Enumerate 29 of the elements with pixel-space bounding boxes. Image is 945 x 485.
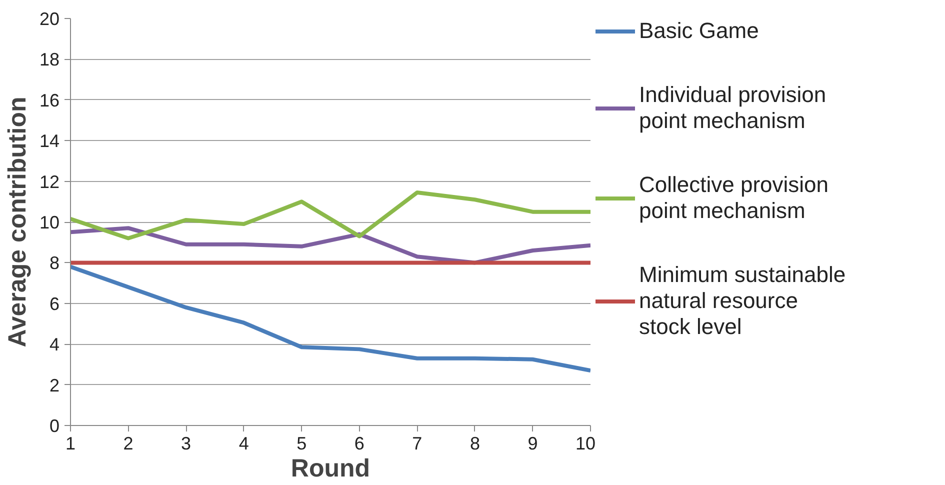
legend-label: Minimum sustainable natural resource stock level (639, 262, 846, 340)
x-tick-label: 4 (238, 434, 249, 454)
y-tick-label: 0 (49, 416, 60, 436)
x-tick-label: 6 (354, 434, 364, 454)
x-tick-label: 1 (65, 434, 76, 454)
legend-label: Basic Game (639, 18, 759, 44)
line-series (70, 190, 590, 240)
y-axis-title: Average contribution (3, 96, 32, 348)
y-tick-label: 12 (39, 172, 60, 192)
legend-label: Individual provision point mechanism (639, 82, 826, 134)
x-axis-title: Round (290, 454, 370, 482)
y-tick-label: 4 (49, 334, 60, 355)
y-tick-label: 6 (49, 294, 60, 314)
x-tick-label: 7 (412, 434, 422, 454)
y-tick-label: 8 (49, 253, 60, 274)
y-tick-label: 10 (39, 212, 60, 232)
legend-label: Collective provision point mechanism (639, 172, 829, 224)
y-tick-label: 2 (49, 375, 60, 396)
x-tick-label: 5 (296, 434, 307, 454)
x-tick-label: 2 (123, 434, 134, 454)
y-tick-label: 14 (39, 131, 60, 152)
y-tick-label: 18 (39, 50, 60, 70)
x-tick-label: 8 (470, 434, 480, 454)
x-tick-label: 3 (181, 434, 192, 454)
x-tick-label: 10 (575, 434, 596, 454)
y-tick-label: 16 (39, 90, 60, 110)
line-series (70, 264, 590, 373)
x-tick-label: 9 (528, 434, 538, 454)
y-tick-label: 20 (39, 9, 60, 29)
